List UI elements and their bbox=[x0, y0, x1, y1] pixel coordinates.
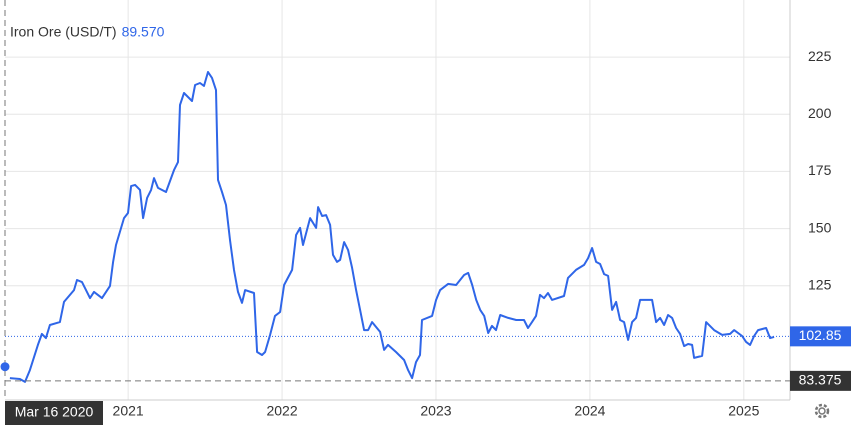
crosshair-y-box bbox=[790, 370, 851, 391]
last-value-label: 102.85 bbox=[799, 327, 842, 343]
y-tick-label: 150 bbox=[808, 219, 832, 235]
crosshair-x-box bbox=[5, 401, 103, 425]
gear-hub bbox=[818, 407, 826, 415]
header-value-dot bbox=[0, 362, 10, 372]
chart-title: Iron Ore (USD/T) bbox=[10, 24, 117, 40]
last-value-box bbox=[790, 326, 851, 347]
y-tick-label: 200 bbox=[808, 105, 832, 121]
y-tick-label: 225 bbox=[808, 48, 832, 64]
gear-teeth bbox=[814, 403, 830, 419]
y-tick-label: 125 bbox=[808, 276, 832, 292]
x-tick-label: 2021 bbox=[113, 403, 144, 419]
x-tick-label: 2025 bbox=[728, 403, 759, 419]
crosshair-x-label: Mar 16 2020 bbox=[15, 404, 94, 420]
header-value: 89.570 bbox=[122, 24, 165, 40]
x-tick-label: 2023 bbox=[420, 403, 451, 419]
x-tick-label: 2022 bbox=[266, 403, 297, 419]
settings-icon[interactable] bbox=[814, 403, 830, 419]
crosshair-y-label: 83.375 bbox=[799, 372, 842, 388]
y-tick-label: 175 bbox=[808, 162, 832, 178]
price-line bbox=[9, 71, 775, 383]
x-tick-label: 2024 bbox=[574, 403, 605, 419]
